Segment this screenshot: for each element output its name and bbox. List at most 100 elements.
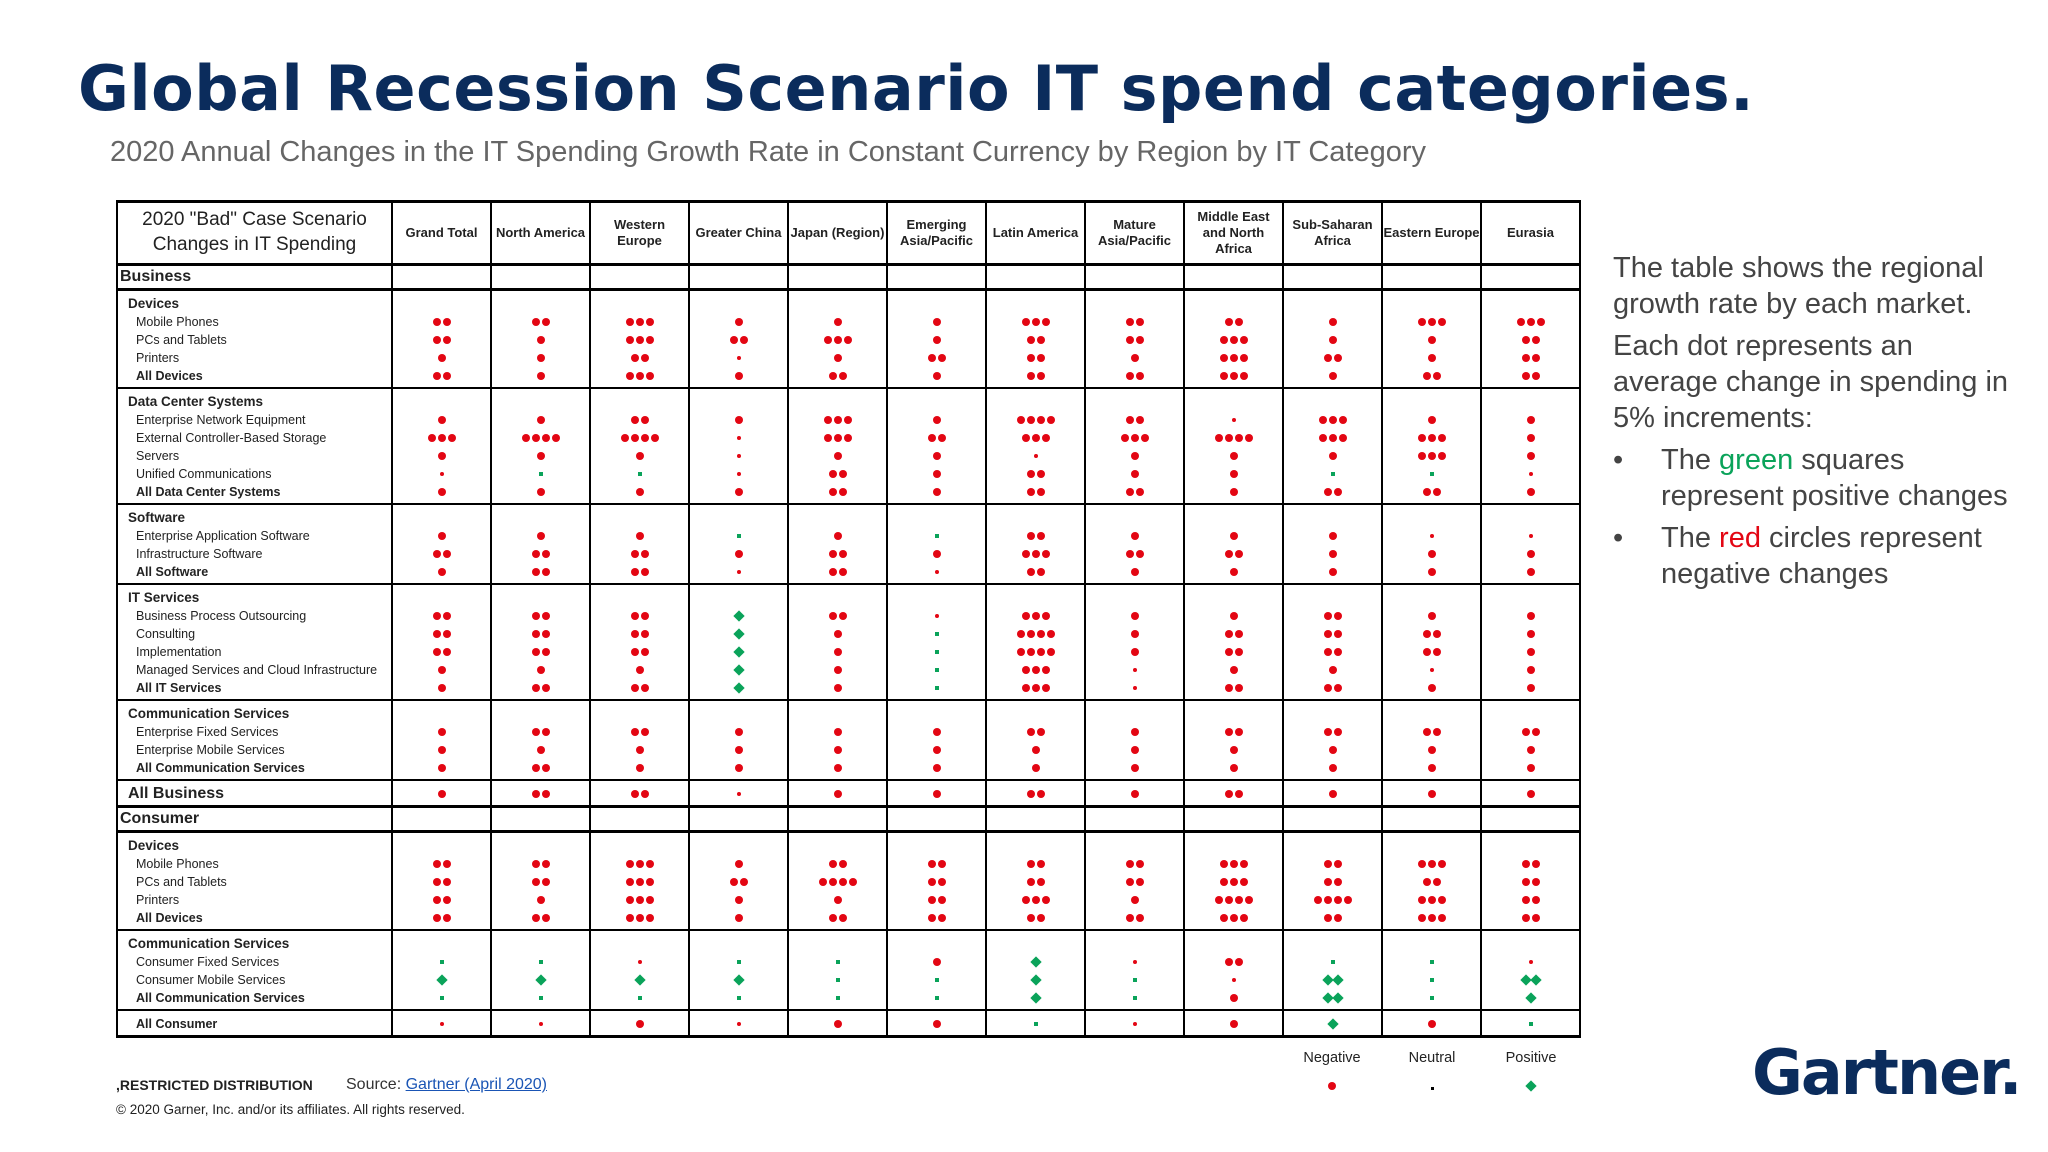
marker-line [1185,349,1282,367]
negative-circle-icon [1328,372,1337,380]
group-row: All Consumer [116,1010,1581,1038]
value-cell [1183,388,1284,505]
marker-line [690,873,787,891]
positive-diamond-icon [1524,992,1537,1004]
marker-line [789,607,886,625]
spacer [888,705,985,723]
negative-circle-icon [1234,728,1243,736]
logo-wordmark: Gartner [1752,1036,2001,1109]
marker-line [1383,873,1480,891]
marker-line [888,349,985,367]
negative-circle-icon [635,666,644,674]
marker-line [1383,643,1480,661]
marker-line [1185,313,1282,331]
marker-line [492,759,589,777]
source-label: Source: [346,1076,406,1093]
negative-circle-icon [432,630,441,638]
spacer [888,393,985,411]
negative-circle-icon [1432,372,1441,380]
small-positive-icon [1429,978,1434,982]
value-cell [589,289,690,389]
negative-circle-icon [432,336,441,344]
negative-circle-icon [927,878,936,886]
side-bullet-positive: • The green squares represent positive c… [1613,442,2013,514]
negative-circle-icon [1328,568,1337,576]
small-negative-icon [538,1022,543,1026]
value-cell [1084,700,1185,781]
value-cell [688,289,789,389]
negative-circle-icon [927,354,936,362]
negative-circle-icon [531,878,540,886]
marker-line [888,545,985,563]
marker-line [1482,855,1579,873]
negative-circle-icon [640,434,649,442]
negative-circle-icon [536,416,545,424]
negative-circle-icon [1026,372,1035,380]
group-title: Software [128,510,186,525]
spacer [591,705,688,723]
negative-circle-icon [1536,318,1545,326]
negative-circle-icon [625,318,634,326]
negative-circle-icon [432,612,441,620]
negative-circle-icon [635,488,644,496]
marker-line [1383,855,1480,873]
negative-circle-icon [734,728,743,736]
marker-line [1482,873,1579,891]
marker-line [789,429,886,447]
marker-line [1284,1015,1381,1033]
negative-circle-icon [1036,470,1045,478]
marker-line [1482,331,1579,349]
positive-diamond-icon [633,974,646,986]
negative-circle-icon [1526,790,1535,798]
legend-neutral-label: Neutral [1408,1050,1456,1066]
negative-circle-icon [442,896,451,904]
negative-circle-icon [1239,354,1248,362]
marker-line [393,741,490,759]
group-row: Software Enterprise Application Software I… [116,504,1581,585]
marker-line [1383,971,1480,989]
spacer [492,705,589,723]
small-negative-icon [736,792,741,796]
negative-circle-icon [734,914,743,922]
spacer [492,509,589,527]
negative-circle-icon [1219,336,1228,344]
spacer [1086,295,1183,313]
marker-line [591,643,688,661]
marker-line [1284,411,1381,429]
row-label: PCs and Tablets [136,875,227,889]
marker-line [1482,527,1579,545]
marker-line [690,563,787,581]
marker-line [690,855,787,873]
marker-line [789,483,886,501]
marker-line [789,349,886,367]
marker-line [1482,759,1579,777]
negative-circle-icon [833,1020,842,1028]
marker-line [591,465,688,483]
negative-circle-icon [1437,896,1446,904]
marker-line [1185,607,1282,625]
spacer [690,295,787,313]
group-title: Communication Services [128,706,290,721]
marker-line [789,891,886,909]
negative-circle-icon [1229,336,1238,344]
negative-circle-icon [541,878,550,886]
small-positive-icon [439,996,444,1000]
marker-line [1086,411,1183,429]
row-label: PCs and Tablets [136,333,227,347]
source-link[interactable]: Gartner (April 2020) [405,1076,547,1093]
marker-line [690,607,787,625]
empty-cell [1480,806,1581,833]
negative-circle-icon [541,318,550,326]
marker-line [1185,527,1282,545]
spacer [591,837,688,855]
marker-line [888,625,985,643]
marker-line [690,661,787,679]
positive-diamond-icon [534,974,547,986]
negative-circle-icon [823,416,832,424]
marker-line [1086,545,1183,563]
negative-circle-icon [630,416,639,424]
negative-circle-icon [630,612,639,620]
value-cell [490,504,591,585]
negative-circle-icon [442,550,451,558]
negative-circle-icon [932,550,941,558]
